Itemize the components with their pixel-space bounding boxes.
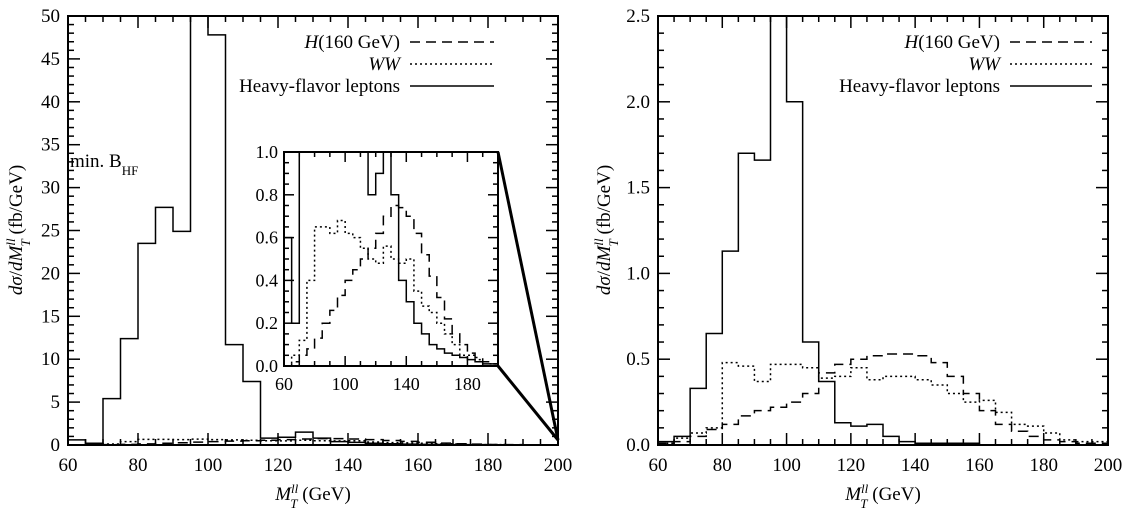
left-y-tick-label: 45 (41, 49, 60, 70)
right-tick-labels: 60 80 100 120 140 160 180 200 0.0 0.5 1.0 1.5 2.0 2.5 (626, 6, 1122, 476)
inset: 60 100 140 180 0.0 0.2 0.4 0.6 0.8 1.0 (256, 142, 499, 394)
inset-series-layer (284, 152, 498, 366)
inset-y-tick-label: 0.0 (256, 356, 279, 376)
left-legend-label-hf: Heavy-flavor leptons (239, 76, 400, 97)
inset-x-tick-label: 60 (275, 374, 293, 394)
right-ticks (657, 15, 1109, 446)
left-x-axis-title: Mll T (GeV) (274, 481, 351, 508)
inset-y-tick-label: 0.8 (256, 185, 279, 205)
right-x-axis-title: Mll T (GeV) (844, 481, 921, 508)
right-legend-label-higgs: H(160 GeV) (903, 32, 1000, 53)
left-y-tick-label: 5 (51, 392, 61, 413)
right-y-tick-label: 0.5 (626, 349, 650, 370)
right-legend-label-hf: Heavy-flavor leptons (839, 76, 1000, 97)
left-legend-label-ww: WW (368, 54, 402, 75)
series-dashed (284, 204, 498, 366)
series-dashed (658, 353, 1108, 445)
left-y-tick-label: 20 (41, 263, 60, 284)
right-x-tick-label: 140 (901, 455, 930, 476)
inset-connector-top (496, 151, 560, 441)
left-y-tick-label: 50 (41, 6, 60, 27)
left-x-tick-label: 120 (264, 455, 293, 476)
left-y-tick-label: 40 (41, 92, 60, 113)
left-panel: 60 80 100 120 140 160 180 200 0 5 10 15 20 25 30 35 40 45… (3, 6, 573, 508)
series-solid (284, 152, 498, 366)
right-x-tick-label: 100 (772, 455, 801, 476)
right-y-tick-label: 1.0 (626, 263, 650, 284)
inset-ticks (283, 151, 499, 367)
inset-x-tick-label: 180 (454, 374, 481, 394)
left-y-axis-title: dσ/dMllT (fb/GeV) (3, 165, 33, 295)
series-dotted (284, 219, 498, 366)
right-legend-label-ww: WW (968, 54, 1002, 75)
left-ticks (67, 15, 559, 446)
left-y-tick-label: 10 (41, 349, 60, 370)
left-x-tick-label: 180 (474, 455, 503, 476)
left-annotation: min. BHF (70, 151, 138, 178)
right-x-tick-label: 200 (1094, 455, 1123, 476)
inset-y-tick-label: 1.0 (256, 142, 279, 162)
left-tick-labels: 60 80 100 120 140 160 180 200 0 5 10 15 20 25 30 35 40 45… (41, 6, 572, 476)
right-panel: 60 80 100 120 140 160 180 200 0.0 0.5 1.0 1.5 2.0 2.5… (591, 6, 1123, 508)
right-y-axis-title: dσ/dMllT (fb/GeV) (591, 165, 621, 295)
right-x-tick-label: 120 (837, 455, 866, 476)
inset-y-tick-label: 0.6 (256, 228, 279, 248)
left-x-tick-label: 80 (129, 455, 148, 476)
right-x-tick-label: 180 (1029, 455, 1058, 476)
right-x-tick-label: 160 (965, 455, 994, 476)
right-x-tick-label: 60 (649, 455, 668, 476)
inset-x-tick-label: 100 (332, 374, 359, 394)
left-x-tick-label: 140 (334, 455, 363, 476)
left-y-tick-label: 15 (41, 306, 60, 327)
left-y-tick-label: 25 (41, 221, 60, 242)
left-y-tick-label: 35 (41, 135, 60, 156)
right-y-tick-label: 2.5 (626, 6, 650, 27)
right-x-tick-label: 80 (713, 455, 732, 476)
left-x-tick-label: 60 (59, 455, 78, 476)
right-y-tick-label: 1.5 (626, 178, 650, 199)
left-y-tick-label: 30 (41, 178, 60, 199)
inset-tick-labels: 60 100 140 180 0.0 0.2 0.4 0.6 0.8 1.0 (256, 142, 481, 394)
series-solid (658, 16, 1108, 445)
left-x-tick-label: 160 (404, 455, 433, 476)
left-y-tick-label: 0 (51, 435, 61, 456)
left-legend: H(160 GeV) WW Heavy-flavor leptons (239, 32, 494, 97)
left-x-tick-label: 100 (194, 455, 223, 476)
right-y-tick-label: 2.0 (626, 92, 650, 113)
inset-x-tick-label: 140 (393, 374, 420, 394)
right-y-tick-label: 0.0 (626, 435, 650, 456)
left-x-tick-label: 200 (544, 455, 573, 476)
inset-y-tick-label: 0.2 (256, 313, 279, 333)
right-series-layer (658, 16, 1108, 445)
inset-connector-bottom (496, 365, 560, 441)
left-legend-label-higgs: H(160 GeV) (303, 32, 400, 53)
right-legend: H(160 GeV) WW Heavy-flavor leptons (839, 32, 1092, 97)
series-dotted (658, 361, 1108, 445)
inset-y-tick-label: 0.4 (256, 270, 279, 290)
